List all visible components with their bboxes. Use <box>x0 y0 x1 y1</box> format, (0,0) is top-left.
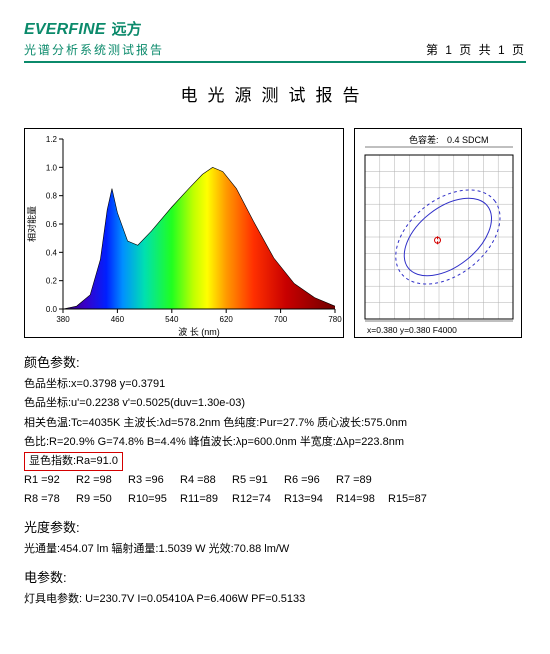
spectrum-chart: 380 460 540 620 700 780 0.0 0.2 0.4 0.6 0.8 1.0 1.2 波… <box>24 128 344 338</box>
svg-text:0.4: 0.4 <box>46 248 58 257</box>
svg-text:0.6: 0.6 <box>46 220 58 229</box>
svg-text:700: 700 <box>274 315 288 324</box>
svg-text:1.2: 1.2 <box>46 135 58 144</box>
svg-text:460: 460 <box>111 315 125 324</box>
electrical-params: 电参数: 灯具电参数: U=230.7V I=0.05410A P=6.406W… <box>24 567 526 609</box>
brand-cn: 远方 <box>112 18 142 39</box>
color-param-line: 相关色温:Tc=4035K 主波长:λd=578.2nm 色纯度:Pur=27.… <box>24 414 526 433</box>
svg-text:0.0: 0.0 <box>46 305 58 314</box>
doc-subtitle: 光谱分析系统测试报告 <box>24 41 164 58</box>
svg-text:380: 380 <box>56 315 70 324</box>
photometric-params: 光度参数: 光通量:454.07 lm 辐射通量:1.5039 W 光效:70.… <box>24 517 526 559</box>
r-index-row: R1 =92R2 =98R3 =96R4 =88R5 =91R6 =96R7 =… <box>24 471 526 490</box>
svg-text:540: 540 <box>165 315 179 324</box>
header: EVERFINE 远方 <box>24 18 526 39</box>
color-params-heading: 颜色参数: <box>24 352 526 371</box>
brand: EVERFINE 远方 <box>24 18 142 39</box>
svg-text:0.2: 0.2 <box>46 277 58 286</box>
svg-text:620: 620 <box>220 315 234 324</box>
pager: 第 1 页 共 1 页 <box>426 41 526 58</box>
main-title: 电光源测试报告 <box>24 81 526 106</box>
svg-text:色容差:: 色容差: <box>409 134 439 145</box>
subtitle-row: 光谱分析系统测试报告 第 1 页 共 1 页 <box>24 41 526 63</box>
brand-en: EVERFINE <box>24 21 106 39</box>
svg-text:0.8: 0.8 <box>46 192 58 201</box>
color-param-line: 色品坐标:x=0.3798 y=0.3791 <box>24 375 526 394</box>
svg-text:波 长 (nm): 波 长 (nm) <box>178 326 220 337</box>
color-param-line: 色比:R=20.9% G=74.8% B=4.4% 峰值波长:λp=600.0n… <box>24 433 526 452</box>
svg-text:0.4 SDCM: 0.4 SDCM <box>447 135 489 145</box>
svg-text:780: 780 <box>328 315 342 324</box>
cri-highlight: 显色指数:Ra=91.0 <box>24 452 123 471</box>
photometric-line: 光通量:454.07 lm 辐射通量:1.5039 W 光效:70.88 lm/… <box>24 540 526 559</box>
sdcm-chart: 色容差: 0.4 SDCM x=0.380 y=0.380 F4000 <box>354 128 522 338</box>
svg-text:1.0: 1.0 <box>46 163 58 172</box>
color-param-line: 色品坐标:u'=0.2238 v'=0.5025(duv=1.30e-03) <box>24 394 526 413</box>
svg-text:相对能量: 相对能量 <box>26 206 37 242</box>
electrical-line: 灯具电参数: U=230.7V I=0.05410A P=6.406W PF=0… <box>24 590 526 609</box>
color-params: 颜色参数: 色品坐标:x=0.3798 y=0.3791色品坐标:u'=0.22… <box>24 352 526 509</box>
photometric-heading: 光度参数: <box>24 517 526 536</box>
r-index-row: R8 =78R9 =50R10=95R11=89R12=74R13=94R14=… <box>24 490 526 509</box>
electrical-heading: 电参数: <box>24 567 526 586</box>
svg-text:x=0.380 y=0.380 F4000: x=0.380 y=0.380 F4000 <box>367 325 457 335</box>
charts-row: 380 460 540 620 700 780 0.0 0.2 0.4 0.6 0.8 1.0 1.2 波… <box>24 128 526 338</box>
